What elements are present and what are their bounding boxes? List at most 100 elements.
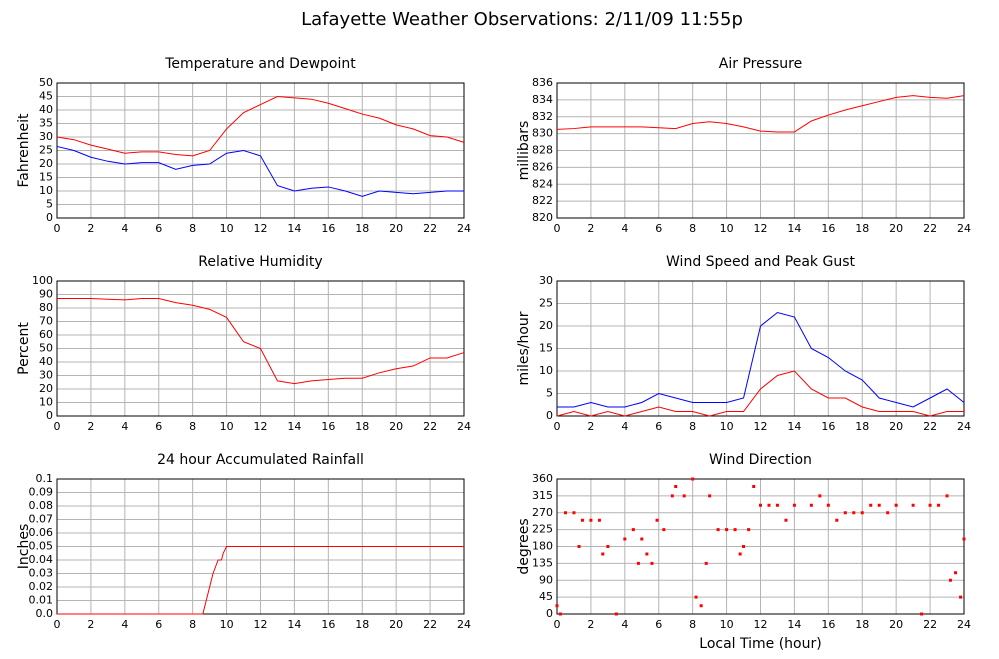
series-line [56, 145, 464, 197]
point [747, 528, 751, 532]
point [577, 545, 581, 548]
x-tick-label: 12 [254, 222, 268, 235]
page-title: Lafayette Weather Observations: 2/11/09 … [301, 9, 743, 30]
x-tick-label: 6 [655, 420, 662, 433]
x-tick-label: 24 [457, 420, 471, 433]
point [843, 511, 847, 515]
y-tick-label: 0.09 [29, 486, 54, 499]
x-tick-label: 4 [621, 222, 628, 235]
point [601, 552, 605, 556]
y-tick-label: 135 [532, 556, 553, 569]
x-tick-label: 10 [720, 222, 734, 235]
y-tick-label: 30 [539, 274, 553, 287]
point [738, 552, 742, 556]
y-tick-label: 10 [39, 396, 53, 409]
y-tick-label: 820 [532, 211, 553, 224]
x-tick-label: 10 [220, 222, 234, 235]
point [877, 503, 881, 507]
x-tick-label: 0 [54, 420, 61, 433]
point [869, 503, 873, 507]
x-tick-label: 8 [189, 420, 196, 433]
y-tick-label: 30 [39, 130, 53, 143]
x-tick-label: 4 [121, 222, 128, 235]
x-tick-label: 0 [554, 618, 561, 631]
y-tick-label: 90 [39, 288, 53, 301]
y-tick-label: 225 [532, 523, 553, 536]
point [563, 511, 567, 515]
y-tick-label: 80 [39, 301, 53, 314]
y-axis-label: Percent [16, 322, 32, 375]
y-tick-label: 5 [46, 198, 53, 211]
y-tick-label: 0.1 [36, 472, 54, 485]
y-axis-label: Fahrenheit [16, 113, 32, 188]
point [704, 561, 708, 565]
point [597, 518, 601, 522]
x-tick-label: 6 [155, 420, 162, 433]
point [691, 477, 695, 481]
x-tick-label: 2 [87, 222, 94, 235]
y-tick-label: 0.08 [29, 499, 54, 512]
x-tick-label: 8 [189, 222, 196, 235]
x-tick-label: 10 [720, 420, 734, 433]
x-tick-label: 16 [321, 222, 335, 235]
point [752, 485, 756, 488]
x-tick-label: 20 [889, 420, 903, 433]
x-axis-label: Local Time (hour) [699, 636, 821, 652]
y-axis-label: degrees [516, 518, 532, 574]
x-tick-label: 12 [754, 618, 768, 631]
x-tick-label: 16 [821, 222, 835, 235]
series-line [57, 298, 465, 385]
y-tick-label: 0 [546, 409, 553, 422]
panel: Temperature and DewpointFahrenheit051015… [16, 56, 471, 235]
point [645, 552, 649, 556]
x-tick-label: 8 [689, 222, 696, 235]
y-tick-label: 0.04 [29, 553, 54, 566]
x-tick-label: 12 [754, 222, 768, 235]
point [948, 578, 952, 582]
point [572, 511, 576, 515]
x-tick-label: 6 [155, 222, 162, 235]
x-tick-label: 14 [787, 618, 801, 631]
x-tick-label: 14 [287, 222, 301, 235]
y-tick-label: 0.0 [36, 607, 54, 620]
x-tick-label: 0 [554, 420, 561, 433]
point [928, 503, 932, 507]
x-tick-label: 12 [254, 618, 268, 631]
y-tick-label: 0.07 [29, 513, 54, 526]
x-tick-label: 12 [754, 420, 768, 433]
y-tick-label: 360 [532, 472, 553, 485]
y-tick-label: 0 [46, 211, 53, 224]
point [920, 612, 924, 616]
y-tick-label: 35 [39, 117, 53, 130]
x-tick-label: 24 [457, 618, 471, 631]
y-tick-label: 45 [539, 590, 553, 603]
x-tick-label: 18 [355, 420, 369, 433]
x-tick-label: 20 [389, 420, 403, 433]
series-line [556, 95, 965, 133]
x-tick-label: 24 [957, 222, 971, 235]
x-tick-label: 12 [254, 420, 268, 433]
point [954, 571, 958, 575]
point [589, 518, 593, 522]
x-tick-label: 14 [787, 222, 801, 235]
y-axis-label: Inches [16, 524, 32, 569]
point [852, 511, 856, 515]
panel: Air Pressuremillibars8208228248268288308… [516, 56, 971, 235]
point [733, 528, 737, 532]
plot-frame [556, 82, 965, 219]
y-tick-label: 832 [532, 110, 553, 123]
point [759, 503, 762, 507]
x-tick-label: 10 [220, 420, 234, 433]
point [835, 518, 839, 522]
y-tick-label: 90 [539, 573, 553, 586]
y-tick-label: 15 [39, 171, 53, 184]
x-tick-label: 14 [287, 420, 301, 433]
point [655, 518, 659, 522]
panel: Relative HumidityPercent0102030405060708… [16, 254, 471, 433]
point [886, 511, 890, 515]
y-tick-label: 25 [539, 297, 553, 310]
y-tick-label: 315 [532, 489, 553, 502]
panel: 24 hour Accumulated RainfallInches0.00.0… [16, 452, 471, 631]
y-tick-label: 100 [32, 274, 53, 287]
